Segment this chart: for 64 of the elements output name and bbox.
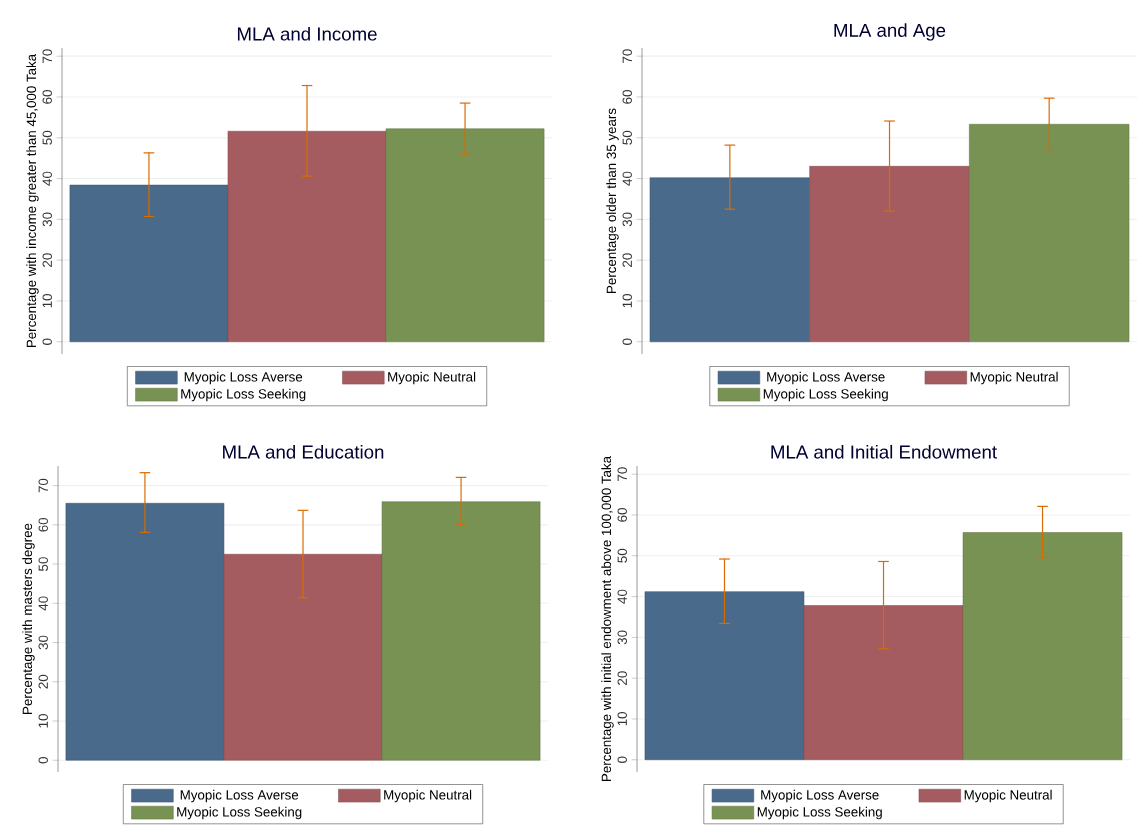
y-tick-label: 60 [42, 90, 52, 104]
y-tick-label: 10 [42, 294, 52, 308]
y-tick-label: 30 [617, 630, 627, 645]
y-tick-label: 40 [42, 171, 52, 186]
y-tick-label: 30 [38, 635, 48, 650]
bar [227, 130, 387, 343]
y-tick-label: 40 [38, 596, 48, 611]
y-axis-title: Percentage with income greater than 45,000 Taka [26, 53, 39, 348]
legend-label: Myopic Loss Averse [180, 789, 299, 803]
legend-label: Myopic Loss Averse [761, 789, 879, 803]
y-axis-title: Percentage older than 35 years [606, 108, 619, 293]
y-tick-label: 70 [617, 467, 627, 481]
y-tick-label: 40 [617, 589, 627, 604]
y-tick-label: 60 [38, 517, 48, 532]
legend-label: Myopic Loss Seeking [177, 806, 302, 820]
y-tick-label: 40 [622, 171, 632, 186]
y-tick-label: 0 [42, 338, 52, 345]
y-tick-label: 30 [42, 212, 52, 227]
bar [803, 605, 964, 761]
y-tick-label: 10 [38, 714, 48, 728]
chart-title: MLA and Age [834, 23, 946, 41]
legend-label: Myopic Loss Seeking [181, 388, 306, 402]
y-tick-label: 0 [617, 756, 627, 763]
y-tick-label: 20 [38, 674, 48, 689]
legend-label: Myopic Neutral [384, 789, 472, 803]
y-tick-label: 70 [38, 478, 48, 493]
y-tick-label: 0 [38, 757, 48, 764]
y-tick-label: 10 [622, 294, 632, 308]
legend-label: Myopic Neutral [964, 789, 1052, 803]
bar [969, 124, 1130, 343]
chart-title: MLA and Education [223, 444, 384, 459]
bar [381, 501, 541, 761]
bar [649, 177, 810, 343]
bar [644, 591, 805, 761]
y-tick-label: 60 [617, 508, 627, 522]
legend-label: Myopic Loss Averse [767, 371, 885, 385]
bar [962, 532, 1123, 761]
y-tick-label: 10 [617, 712, 627, 726]
y-axis-title: Percentage with initial endowment above 100,000 Taka [601, 455, 614, 781]
y-tick-label: 70 [622, 49, 632, 63]
y-tick-label: 70 [42, 49, 52, 63]
y-tick-label: 20 [617, 671, 627, 685]
y-tick-label: 50 [622, 130, 632, 145]
y-tick-label: 30 [622, 212, 632, 227]
bar [223, 554, 383, 761]
bar [69, 184, 229, 343]
legend-label: Myopic Loss Averse [184, 371, 303, 385]
y-tick-label: 20 [622, 253, 632, 267]
bar [65, 503, 225, 761]
legend-label: Myopic Neutral [970, 371, 1058, 385]
y-tick-label: 50 [38, 557, 48, 571]
legend-label: Myopic Neutral [388, 371, 476, 385]
legend-label: Myopic Loss Seeking [763, 388, 888, 402]
bar [809, 166, 970, 343]
chart-title: MLA and Income [237, 26, 377, 41]
y-tick-label: 50 [617, 548, 627, 563]
y-tick-label: 20 [42, 253, 52, 267]
y-tick-label: 60 [622, 90, 632, 104]
legend-label: Myopic Loss Seeking [757, 806, 882, 820]
chart-title: MLA and Initial Endowment [771, 444, 997, 459]
bar [385, 128, 545, 343]
y-tick-label: 50 [42, 130, 52, 145]
y-tick-label: 0 [622, 338, 632, 345]
y-axis-title: Percentage with masters degree [22, 523, 35, 714]
